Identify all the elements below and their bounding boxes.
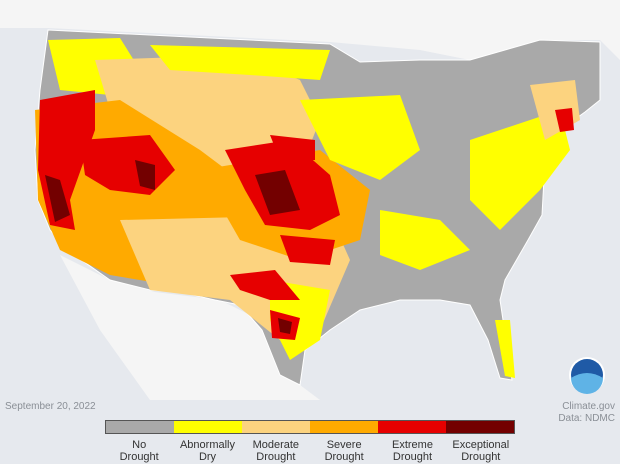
legend-label: No Drought: [119, 439, 159, 463]
legend: No Drought Abnormally Dry Moderate Drought…: [105, 420, 515, 463]
date: September 20, 2022: [5, 401, 96, 412]
legend-swatch: [174, 421, 242, 433]
legend-swatch: [242, 421, 310, 433]
map: [0, 0, 620, 400]
legend-swatch: [106, 421, 174, 433]
legend-label: Exceptional Drought: [452, 439, 510, 463]
legend-swatch: [378, 421, 446, 433]
legend-swatch: [446, 421, 514, 433]
legend-label: Severe Drought: [324, 439, 364, 463]
credit: Climate.gov: [562, 401, 615, 412]
legend-label: Extreme Drought: [391, 439, 433, 463]
legend-labels: No Drought Abnormally Dry Moderate Drought…: [105, 439, 515, 463]
mexico: [60, 255, 320, 400]
legend-label: Abnormally Dry: [179, 439, 235, 463]
drought-areas: [35, 38, 580, 378]
legend-label: Moderate Drought: [252, 439, 300, 463]
legend-swatch: [310, 421, 378, 433]
canada: [0, 0, 620, 60]
noaa-logo: [569, 357, 605, 394]
source: Data: NDMC: [558, 413, 615, 424]
legend-bar: [105, 420, 515, 434]
